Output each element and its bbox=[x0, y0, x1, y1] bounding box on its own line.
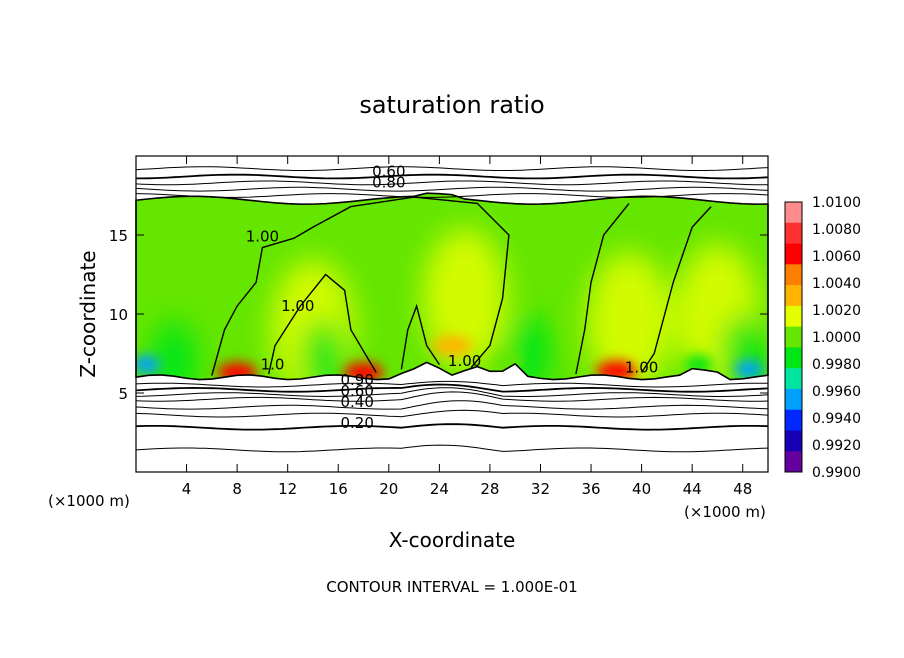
colorbar-swatch-9 bbox=[785, 388, 802, 410]
colorbar-swatch-8 bbox=[785, 368, 802, 390]
contour-interval-note: CONTOUR INTERVAL = 1.000E-01 bbox=[326, 578, 577, 596]
contour-line-9 bbox=[135, 186, 769, 192]
subsaturation-spot-0 bbox=[136, 355, 161, 374]
contour-line-0 bbox=[135, 444, 769, 453]
colorbar: 1.0100 1.0080 1.0060 1.0040 1.0020 1.0000 0.99… bbox=[784, 195, 861, 481]
contour-label-7: 0.90 bbox=[340, 371, 373, 389]
contour-line-3 bbox=[135, 400, 769, 410]
cloud-field bbox=[136, 193, 768, 380]
contour-line-11 bbox=[136, 173, 769, 180]
colorbar-label-3: 1.0040 bbox=[812, 276, 861, 292]
x-tick-label-0: 4 bbox=[182, 480, 192, 498]
colorbar-swatch-12 bbox=[785, 451, 802, 473]
x-tick-label-11: 48 bbox=[733, 480, 752, 498]
contour-label-10: 0.20 bbox=[340, 414, 373, 432]
contour-line-1 bbox=[135, 423, 769, 431]
contour-line-6 bbox=[135, 383, 769, 393]
colorbar-label-4: 1.0020 bbox=[812, 303, 861, 319]
colorbar-swatch-1 bbox=[785, 222, 802, 244]
contour-label-2: 1.00 bbox=[246, 227, 279, 245]
x-tick-label-9: 40 bbox=[632, 480, 651, 498]
x-tick-label-7: 32 bbox=[531, 480, 550, 498]
x-tick-label-3: 16 bbox=[329, 480, 348, 498]
colorbar-swatch-7 bbox=[785, 347, 802, 369]
x-unit-left: (×1000 m) bbox=[48, 492, 130, 510]
chart-title: saturation ratio bbox=[359, 91, 544, 119]
x-axis-ticks: 4 8 12 16 20 24 28 32 36 40 44 48 bbox=[182, 156, 752, 498]
contour-label-4: 1.0 bbox=[261, 355, 285, 373]
colorbar-label-6: 0.9980 bbox=[812, 357, 861, 373]
plot-area: 0.600.801.001.001.0 1.00 1.000.900.600.400… bbox=[109, 155, 769, 498]
colorbar-swatch-3 bbox=[785, 264, 802, 286]
x-tick-label-10: 44 bbox=[683, 480, 702, 498]
colorbar-label-7: 0.9960 bbox=[812, 384, 861, 400]
y-tick-label-0: 5 bbox=[118, 385, 128, 403]
cloud-cool-band-0 bbox=[151, 321, 196, 380]
x-axis-label: X-coordinate bbox=[389, 528, 516, 552]
x-tick-label-8: 36 bbox=[581, 480, 600, 498]
cloud-column-0 bbox=[422, 228, 507, 369]
contour-label-6: 1.00 bbox=[625, 358, 658, 376]
contour-label-1: 0.80 bbox=[372, 174, 405, 192]
colorbar-label-5: 1.0000 bbox=[812, 330, 861, 346]
colorbar-label-8: 0.9940 bbox=[812, 411, 861, 427]
contour-label-0: 0.60 bbox=[372, 163, 405, 181]
y-axis-ticks: 5 10 15 bbox=[109, 227, 768, 403]
contour-line-12 bbox=[135, 166, 769, 171]
colorbar-label-9: 0.9920 bbox=[812, 438, 861, 454]
contour-label-9: 0.40 bbox=[340, 393, 373, 411]
contour-line-interior-4 bbox=[641, 206, 712, 373]
colorbar-label-2: 1.0060 bbox=[812, 249, 861, 265]
contour-label-8: 0.60 bbox=[340, 382, 373, 400]
supersaturation-spot-3 bbox=[432, 335, 472, 356]
contour-line-interior-0 bbox=[211, 196, 510, 376]
contour-lines bbox=[135, 166, 769, 453]
subsaturation-spot-1 bbox=[735, 360, 764, 379]
contour-labels: 0.600.801.001.001.0 1.00 1.000.900.600.400… bbox=[246, 163, 659, 432]
x-tick-label-1: 8 bbox=[232, 480, 242, 498]
colorbar-label-1: 1.0080 bbox=[812, 222, 861, 238]
colorbar-swatch-0 bbox=[785, 202, 802, 224]
contour-label-3: 1.00 bbox=[281, 297, 314, 315]
colorbar-swatch-4 bbox=[785, 285, 802, 307]
colorbar-label-10: 0.9900 bbox=[812, 465, 861, 481]
cloud-column-1 bbox=[586, 251, 671, 380]
y-tick-label-2: 15 bbox=[109, 227, 128, 245]
cloud-shading bbox=[151, 228, 765, 380]
contour-line-10 bbox=[135, 180, 769, 186]
colorbar-frame bbox=[784, 201, 803, 473]
contour-label-5: 1.00 bbox=[448, 352, 481, 370]
x-tick-label-4: 20 bbox=[379, 480, 398, 498]
y-axis-label: Z-coordinate bbox=[76, 250, 100, 377]
contour-line-5 bbox=[135, 387, 769, 398]
colorbar-swatch-11 bbox=[785, 430, 802, 452]
x-tick-label-2: 12 bbox=[278, 480, 297, 498]
contour-line-4 bbox=[135, 391, 769, 402]
x-tick-label-6: 28 bbox=[480, 480, 499, 498]
contour-line-7 bbox=[135, 380, 769, 388]
colorbar-swatch-6 bbox=[785, 326, 802, 348]
colorbar-swatch-2 bbox=[785, 243, 802, 265]
x-unit-right: (×1000 m) bbox=[684, 503, 766, 521]
x-tick-label-5: 24 bbox=[430, 480, 449, 498]
colorbar-swatch-10 bbox=[785, 409, 802, 431]
y-tick-label-1: 10 bbox=[109, 306, 128, 324]
contour-line-interior-2 bbox=[400, 303, 440, 370]
colorbar-swatch-5 bbox=[785, 305, 802, 327]
contour-line-interior-3 bbox=[575, 202, 630, 375]
contour-line-2 bbox=[135, 409, 769, 418]
contour-line-interior-1 bbox=[268, 273, 377, 375]
colorbar-label-0: 1.0100 bbox=[812, 195, 861, 211]
